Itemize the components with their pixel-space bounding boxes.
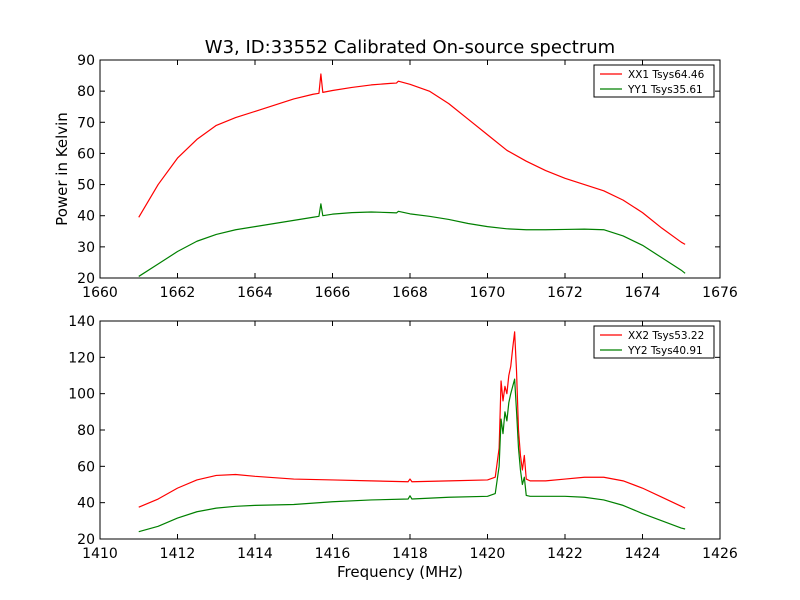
- y-axis-label: Power in Kelvin: [53, 112, 71, 226]
- y-tick-label: 40: [77, 209, 95, 225]
- x-tick-label: 1414: [237, 546, 273, 562]
- series-line-yy-panel-1: [138, 378, 686, 533]
- legend-panel-1: XX2 Tsys53.22 YY2 Tsys40.91: [593, 325, 715, 359]
- x-axis-label: Frequency (MHz): [337, 563, 463, 581]
- series-line-yy-panel-0: [138, 203, 686, 277]
- x-tick-label: 1420: [470, 546, 506, 562]
- legend-entry: YY1 Tsys35.61: [627, 84, 703, 96]
- x-tick-label: 1410: [82, 546, 118, 562]
- legend-entry: XX1 Tsys64.46: [628, 69, 705, 81]
- x-tick-label: 1668: [392, 285, 428, 301]
- x-tick-label: 1422: [547, 546, 583, 562]
- y-tick-label: 20: [77, 532, 95, 548]
- y-tick-label: 90: [77, 53, 95, 69]
- y-tick-label: 20: [77, 271, 95, 287]
- y-tick-label: 80: [77, 423, 95, 439]
- x-tick-label: 1426: [702, 546, 738, 562]
- y-tick-label: 120: [68, 350, 95, 366]
- legend-entry: XX2 Tsys53.22: [628, 330, 704, 342]
- y-tick-label: 30: [77, 240, 95, 256]
- x-tick-label: 1662: [160, 285, 196, 301]
- x-tick-label: 1418: [392, 546, 428, 562]
- top-panel: 1660 1662 1664 1666 1668 1670 1672 1674 1676 20 30…: [53, 53, 738, 301]
- y-tick-label: 60: [77, 146, 95, 162]
- x-tick-label: 1416: [315, 546, 351, 562]
- x-tick-label: 1674: [625, 285, 661, 301]
- y-tick-label: 40: [77, 496, 95, 512]
- x-tick-label: 1672: [547, 285, 583, 301]
- x-tick-label: 1424: [625, 546, 661, 562]
- bottom-panel: 1410 1412 1414 1416 1418 1420 1422 1424 1426 20 40…: [68, 314, 738, 581]
- y-tick-label: 70: [77, 115, 95, 131]
- figure-title: W3, ID:33552 Calibrated On-source spectr…: [205, 37, 615, 58]
- x-tick-label: 1412: [160, 546, 196, 562]
- legend-entry: YY2 Tsys40.91: [627, 345, 703, 357]
- legend-panel-0: XX1 Tsys64.46 YY1 Tsys35.61: [593, 64, 715, 98]
- legend-box: [593, 64, 715, 98]
- legend-box: [593, 325, 715, 359]
- series-line-xx-panel-1: [138, 331, 686, 509]
- x-tick-label: 1670: [470, 285, 506, 301]
- y-tick-label: 80: [77, 84, 95, 100]
- y-tick-label: 50: [77, 178, 95, 194]
- y-tick-label: 140: [68, 314, 95, 330]
- y-tick-label: 100: [68, 387, 95, 403]
- y-tick-label: 60: [77, 459, 95, 475]
- x-tick-label: 1676: [702, 285, 738, 301]
- x-tick-label: 1664: [237, 285, 273, 301]
- series-line-xx-panel-0: [138, 73, 686, 245]
- x-tick-label: 1660: [82, 285, 118, 301]
- x-tick-label: 1666: [315, 285, 351, 301]
